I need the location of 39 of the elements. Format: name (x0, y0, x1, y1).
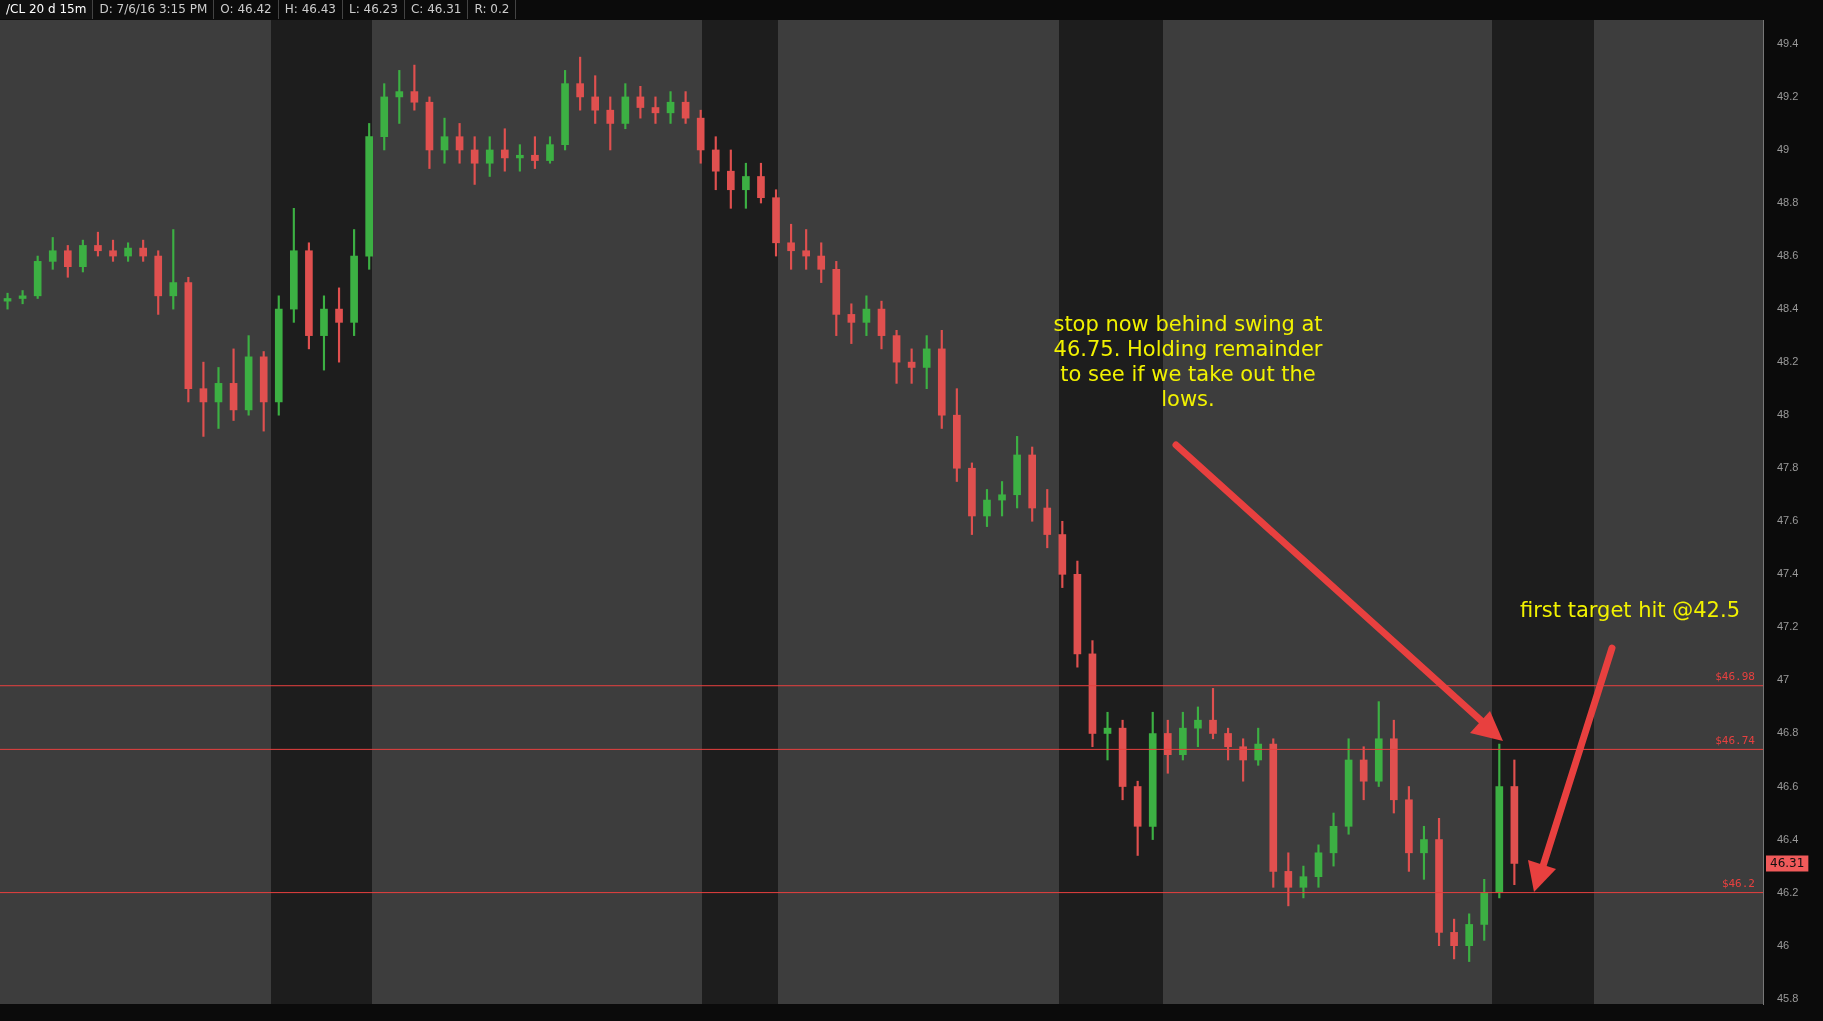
text: D: 7/6/16 3:15 PM (93, 0, 215, 19)
text: L: 46.23 (342, 0, 405, 19)
text: C: 46.31 (404, 0, 469, 19)
y-tick-label: 49 (1777, 142, 1790, 155)
ref-line-label: $46.2 (1721, 876, 1755, 890)
annotation: 46.31 (1770, 855, 1805, 870)
y-tick-label: 47.8 (1777, 461, 1799, 474)
y-tick-label: 46.2 (1777, 885, 1799, 898)
y-tick-label: 48 (1777, 408, 1790, 421)
candlestick (651, 96, 660, 124)
y-tick-label: 48.4 (1777, 302, 1799, 315)
y-tick-label: 47.2 (1777, 620, 1799, 633)
text: O: 46.42 (214, 0, 279, 19)
y-tick-label: 49.4 (1777, 36, 1799, 49)
ref-line-label: $46.74 (1715, 733, 1756, 747)
annotation: first target hit @42.5 (1519, 598, 1741, 622)
candlestick (862, 295, 871, 336)
candlestick (214, 367, 223, 429)
chart-title: /CL 20 d 15m (0, 0, 94, 19)
annotation: stop now behind swing at 46.75. Holding remainder to see if we take out the lows. (1052, 312, 1324, 412)
text: H: 46.43 (278, 0, 343, 19)
y-tick-label: 48.2 (1777, 355, 1799, 368)
y-tick-label: 49.2 (1777, 89, 1799, 102)
y-tick-label: 46 (1777, 938, 1790, 951)
candlestick (199, 361, 208, 437)
y-tick-label: 46.6 (1777, 779, 1799, 792)
text: R: 0.2 (468, 0, 517, 19)
candlestick (440, 117, 449, 164)
candlestick (666, 91, 675, 124)
y-tick-label: 46.8 (1777, 726, 1799, 739)
y-tick-label: 46.4 (1777, 832, 1799, 845)
ref-line-label: $46.98 (1715, 670, 1755, 684)
y-tick-label: 45.8 (1777, 991, 1799, 1004)
y-tick-label: 47.4 (1777, 567, 1799, 580)
y-tick-label: 47.6 (1777, 514, 1799, 527)
y-tick-label: 48.6 (1777, 249, 1799, 262)
y-tick-label: 48.8 (1777, 196, 1799, 209)
y-tick-label: 47 (1777, 673, 1790, 686)
candlestick (1103, 711, 1112, 761)
